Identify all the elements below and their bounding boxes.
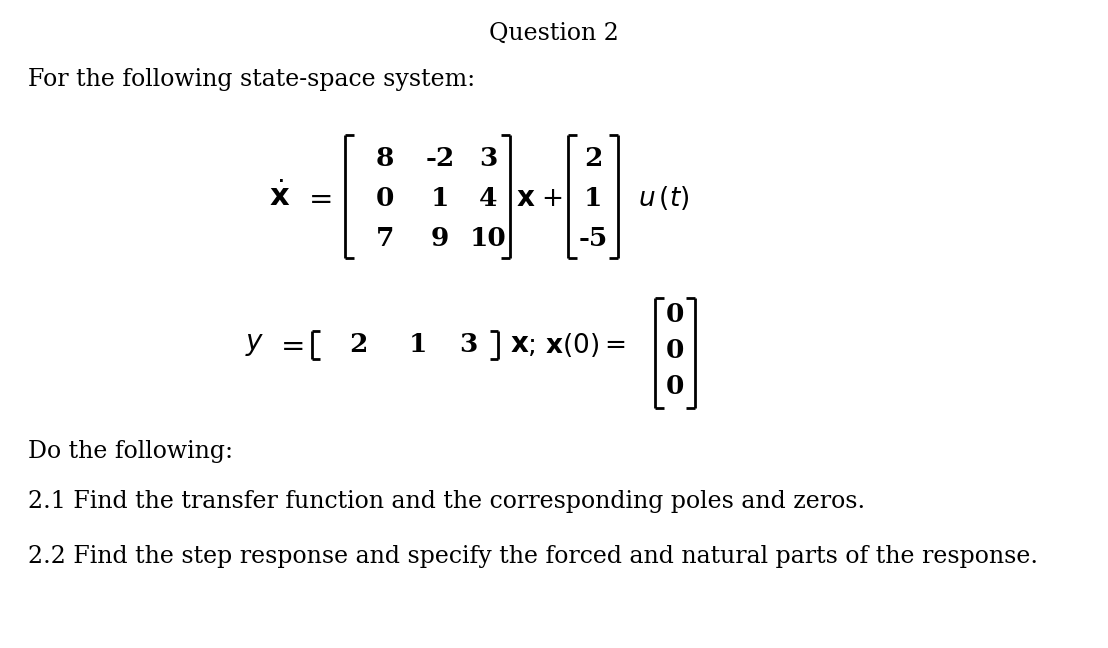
Text: 2: 2: [584, 146, 602, 170]
Text: 0: 0: [666, 375, 684, 400]
Text: 0: 0: [666, 303, 684, 327]
Text: Question 2: Question 2: [489, 22, 619, 45]
Text: 1: 1: [584, 185, 602, 211]
Text: 9: 9: [431, 226, 449, 251]
Text: $y$: $y$: [245, 332, 265, 358]
Text: 8: 8: [376, 146, 394, 170]
Text: 3: 3: [459, 332, 478, 358]
Text: $=$: $=$: [304, 184, 332, 212]
Text: $u\,(t)$: $u\,(t)$: [638, 184, 689, 212]
Text: $;\,\mathbf{x}(0)=$: $;\,\mathbf{x}(0)=$: [527, 331, 626, 359]
Text: 1: 1: [431, 185, 449, 211]
Text: $\mathbf{x}$: $\mathbf{x}$: [516, 185, 536, 211]
Text: Do the following:: Do the following:: [28, 440, 233, 463]
Text: 0: 0: [666, 338, 684, 362]
Text: 3: 3: [479, 146, 497, 170]
Text: 10: 10: [470, 226, 506, 251]
Text: 2.1 Find the transfer function and the corresponding poles and zeros.: 2.1 Find the transfer function and the c…: [28, 490, 865, 513]
Text: 0: 0: [376, 185, 394, 211]
Text: $\dot{\mathbf{x}}$: $\dot{\mathbf{x}}$: [269, 183, 290, 213]
Text: $+$: $+$: [542, 185, 563, 211]
Text: 2.2 Find the step response and specify the forced and natural parts of the respo: 2.2 Find the step response and specify t…: [28, 545, 1038, 568]
Text: 7: 7: [376, 226, 394, 251]
Text: -5: -5: [578, 226, 607, 251]
Text: $\mathbf{x}$: $\mathbf{x}$: [510, 332, 530, 358]
Text: For the following state-space system:: For the following state-space system:: [28, 68, 475, 91]
Text: 2: 2: [349, 332, 367, 358]
Text: 1: 1: [409, 332, 428, 358]
Text: -2: -2: [425, 146, 454, 170]
Text: $=$: $=$: [276, 331, 305, 359]
Text: 4: 4: [479, 185, 497, 211]
